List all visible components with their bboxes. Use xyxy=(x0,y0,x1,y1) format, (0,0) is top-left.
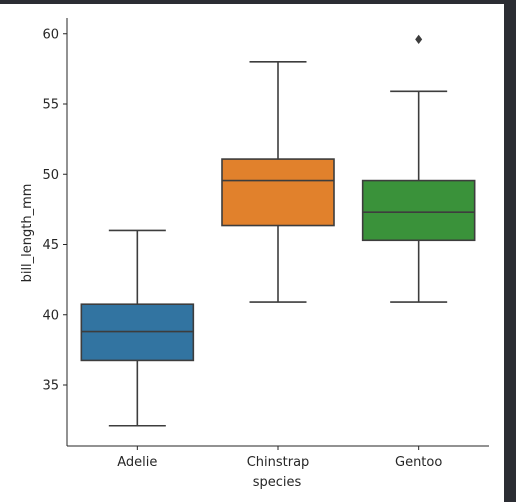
box-chinstrap xyxy=(221,61,335,303)
iqr-box xyxy=(221,158,335,227)
y-tick-label: 35 xyxy=(42,379,59,394)
x-tick-label: Gentoo xyxy=(395,455,442,470)
y-tick-label: 50 xyxy=(42,168,59,183)
y-tick-label: 60 xyxy=(42,27,59,42)
x-tick-label: Adelie xyxy=(117,455,157,470)
plot-marks xyxy=(80,34,476,427)
y-tick-label: 40 xyxy=(42,308,59,323)
y-axis-title: bill_length_mm xyxy=(20,184,35,283)
axis-labels: species bill_length_mm xyxy=(20,184,301,490)
axes: 35 40 45 50 55 60 Adelie Chinstrap Gentoo xyxy=(42,18,489,470)
iqr-box xyxy=(361,179,476,242)
outlier-point xyxy=(415,34,423,45)
figure-background xyxy=(0,4,504,502)
y-tick-label: 45 xyxy=(42,238,59,253)
x-axis-title: species xyxy=(253,475,302,490)
y-tick-label: 55 xyxy=(42,98,59,113)
box-adelie xyxy=(80,229,195,427)
x-tick-label: Chinstrap xyxy=(247,455,310,470)
box-gentoo xyxy=(361,34,476,303)
